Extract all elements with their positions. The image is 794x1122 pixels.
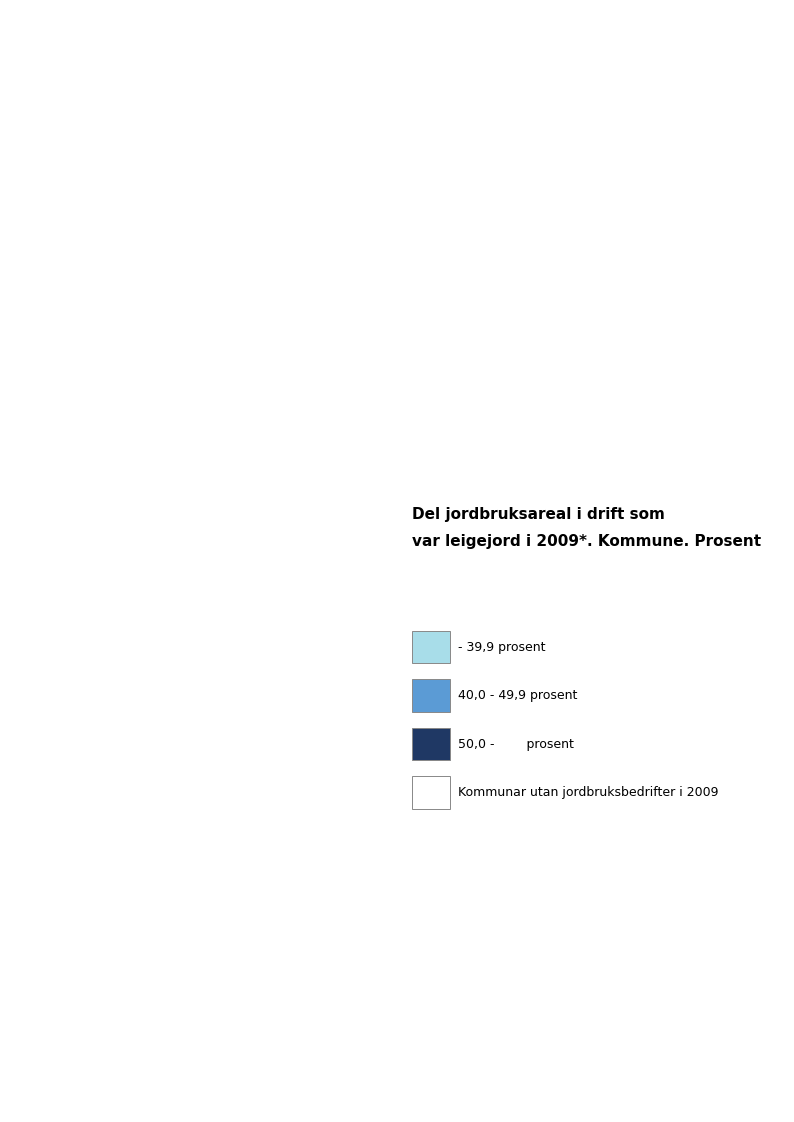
FancyBboxPatch shape [412, 680, 450, 711]
FancyBboxPatch shape [412, 631, 450, 663]
Text: 40,0 - 49,9 prosent: 40,0 - 49,9 prosent [458, 689, 577, 702]
FancyBboxPatch shape [412, 728, 450, 761]
Text: - 39,9 prosent: - 39,9 prosent [458, 641, 545, 654]
Text: Del jordbruksareal i drift som: Del jordbruksareal i drift som [412, 507, 665, 522]
Text: 50,0 -        prosent: 50,0 - prosent [458, 737, 574, 751]
Text: Kommunar utan jordbruksbedrifter i 2009: Kommunar utan jordbruksbedrifter i 2009 [458, 787, 719, 799]
FancyBboxPatch shape [412, 776, 450, 809]
Text: var leigejord i 2009*. Kommune. Prosent: var leigejord i 2009*. Kommune. Prosent [412, 534, 761, 549]
